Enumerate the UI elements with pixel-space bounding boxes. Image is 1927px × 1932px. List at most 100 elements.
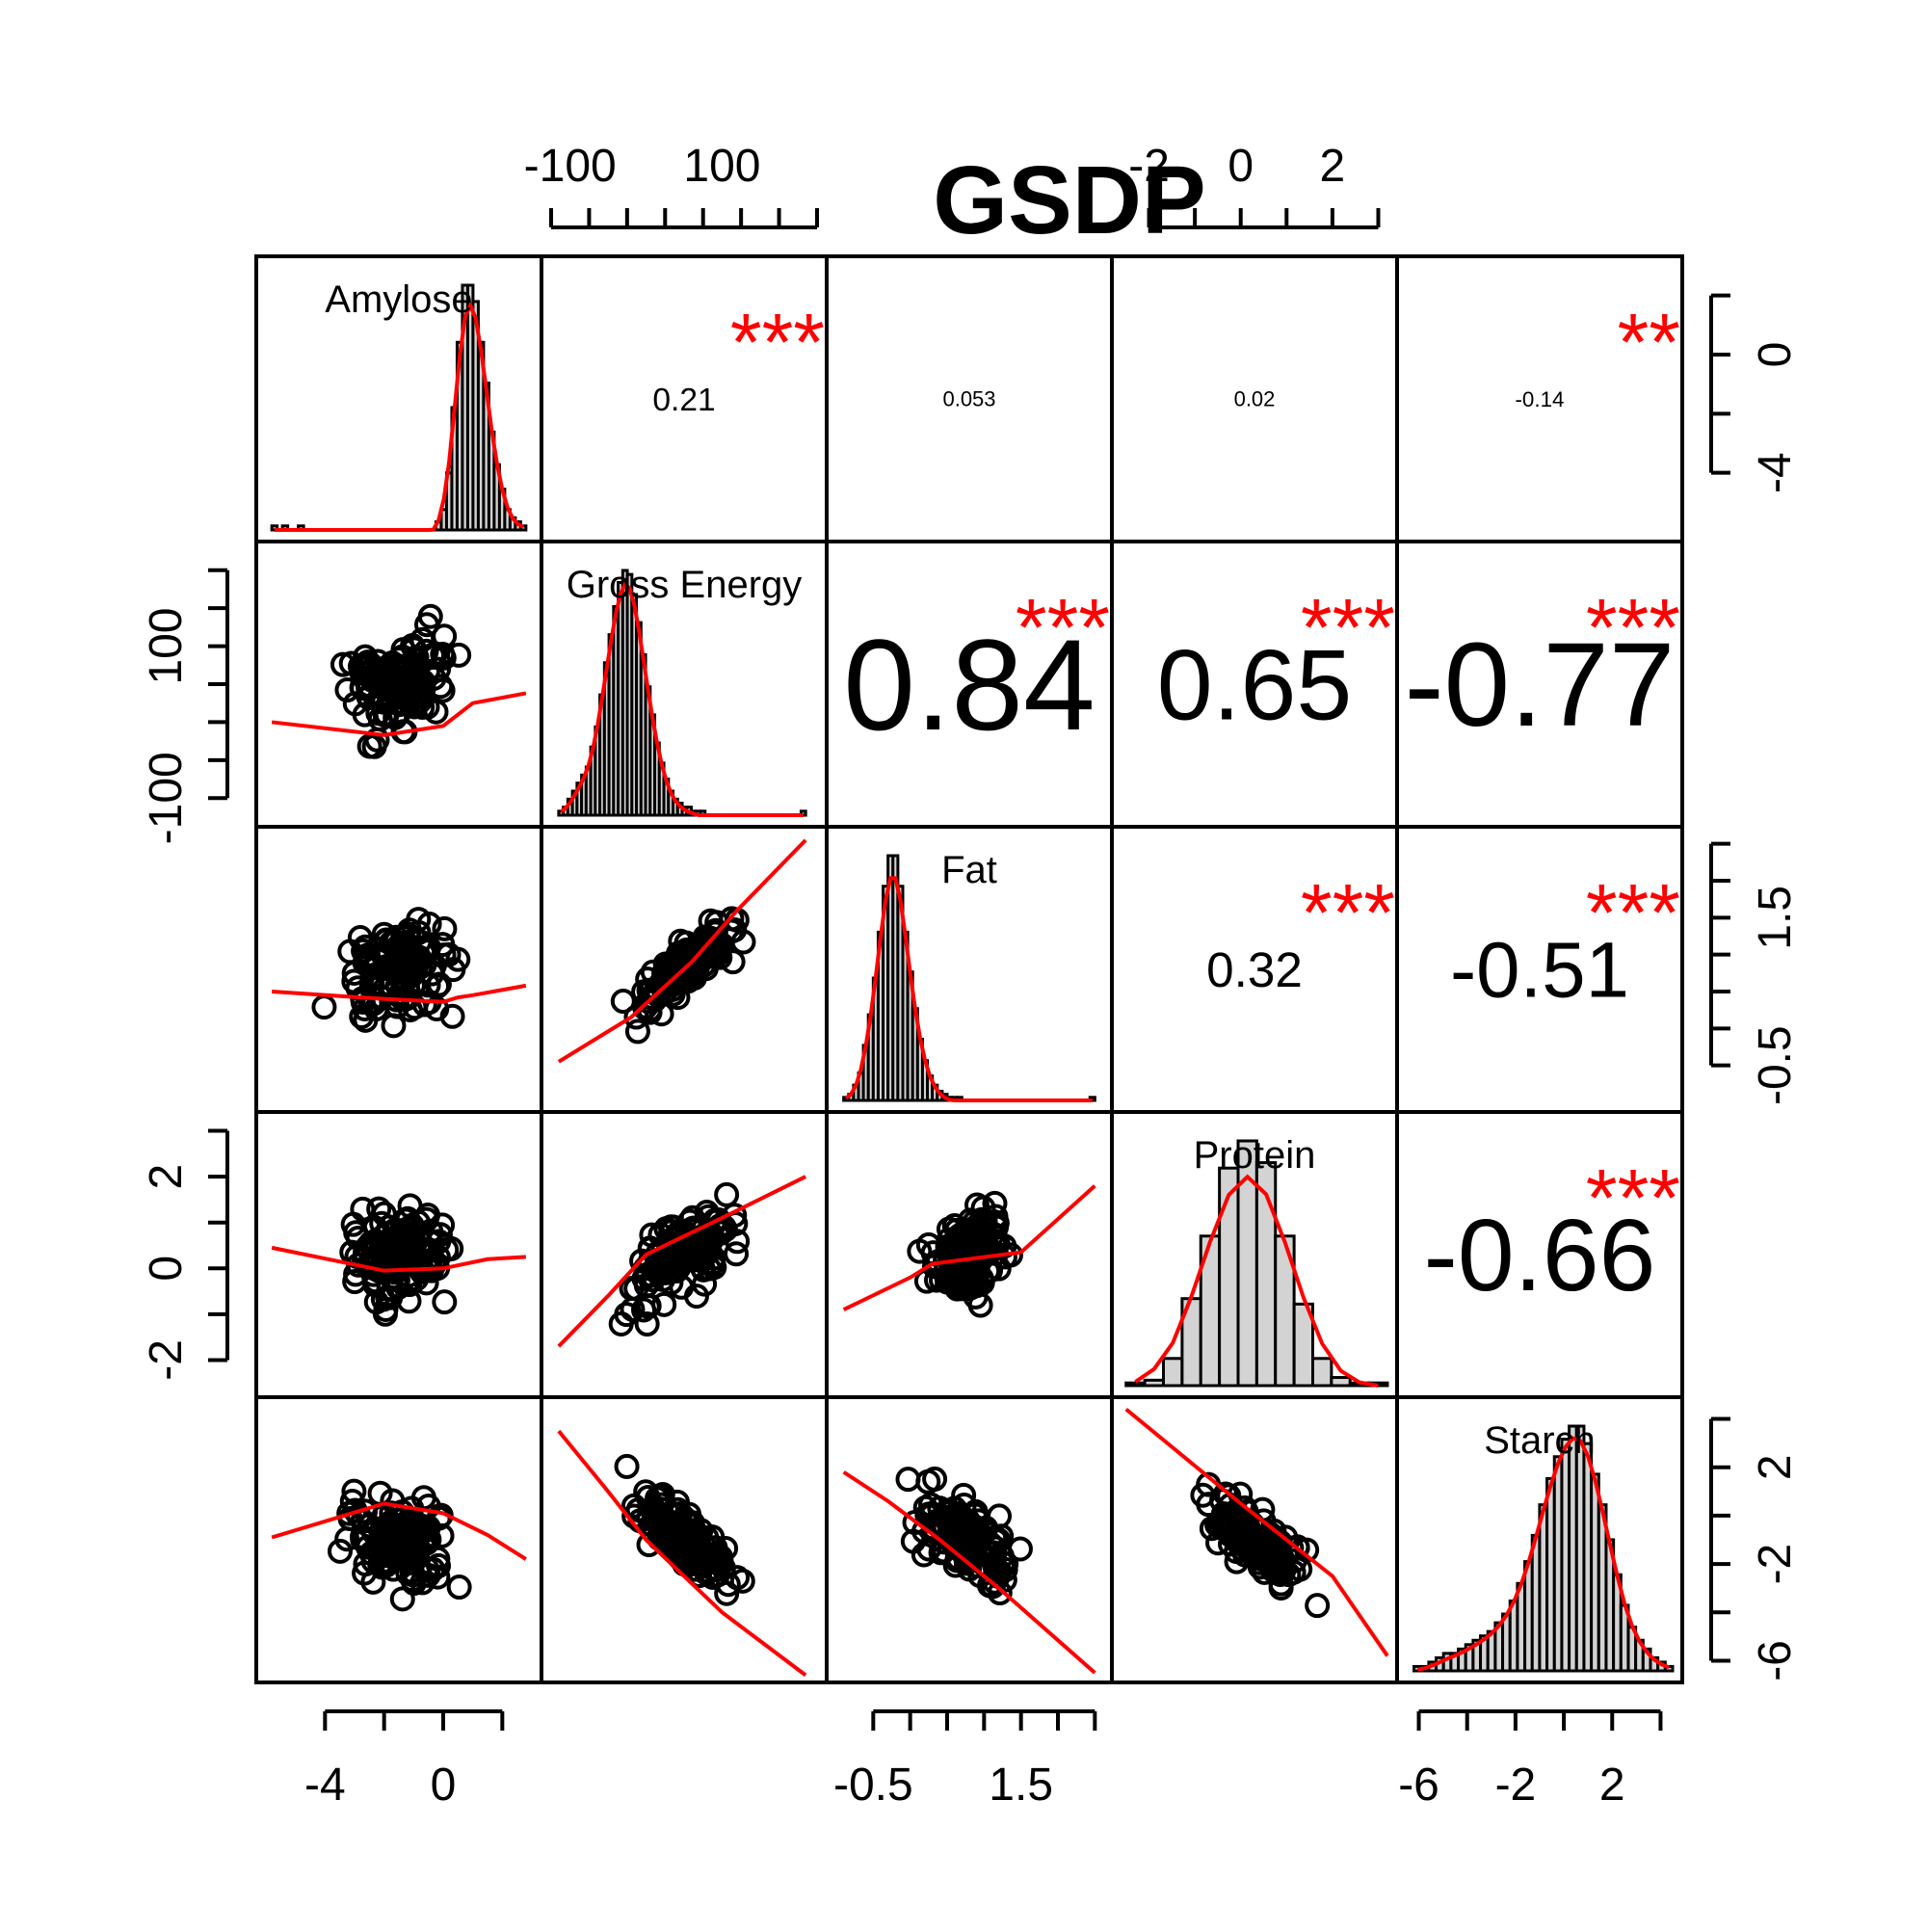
density-curve [1134,1174,1379,1388]
data-point [1258,1534,1284,1560]
histogram-amylose: Amylose [270,278,528,532]
data-point [1243,1538,1269,1564]
data-point [957,1548,983,1574]
tick-label: -0.5 [1750,1025,1801,1105]
data-point [686,1535,712,1561]
data-point [383,924,409,950]
histogram-bar [1124,1381,1147,1388]
left-axis-protein: -2 0 2 [141,1128,229,1381]
correlation-value: -0.66 [1424,1199,1656,1312]
tick-label: 0 [141,1256,192,1282]
data-point [385,1238,411,1264]
data-point [610,989,636,1015]
histogram-bar [1330,1376,1352,1388]
scatter-fat-protein [842,1184,1096,1318]
tick-label: -100 [524,141,617,192]
panels-layer: Amylose Gross Energy Fat Protein Starch 0.21 *… [254,254,1684,1684]
data-point [646,1260,672,1286]
data-point [952,1544,978,1570]
data-point [911,1542,937,1568]
right-axis-fat: 1.5 -0.5 [1709,841,1801,1105]
data-point [417,603,443,629]
data-point [341,1478,367,1504]
data-point [413,1270,439,1296]
variable-label: Fat [941,849,997,891]
histogram-starch: Starch [1412,1419,1675,1673]
data-point [401,1216,427,1242]
histogram-protein: Protein [1124,1134,1389,1388]
tick-label: -2 [1750,1544,1801,1585]
data-point [902,1510,928,1536]
data-point [445,946,471,972]
data-point [698,908,724,934]
top-axis-gross-energy: -100 100 [524,141,819,229]
tick-label: 0 [1750,342,1801,368]
data-point [673,1516,699,1542]
tick-label: 0 [1227,141,1254,192]
data-point [705,1206,731,1232]
smooth-line [557,1175,807,1348]
data-point [396,1288,422,1314]
tick-label: 100 [141,608,192,685]
tick-label: 0 [431,1760,457,1811]
data-point [386,647,412,673]
variable-label: Gross Energy [567,564,803,606]
data-point [917,1492,943,1518]
correlation-value: -0.77 [1405,619,1676,752]
data-point [665,985,691,1011]
tick-label: 1.5 [989,1760,1053,1811]
chart-title: GSDP [933,146,1205,254]
data-point [624,1019,650,1045]
data-point [432,623,458,649]
data-point [428,674,454,700]
data-point [378,1284,404,1310]
data-point [695,1233,721,1259]
correlation-value: 0.02 [1234,387,1276,411]
axes-layer: -100 100 -2 0 2-4 0 -0.5 1.5 -6 -2 2-100100-2020-4… [141,141,1801,1811]
data-point [666,940,692,966]
data-point [385,675,411,701]
scatter-amylose-gross-energy [271,603,527,759]
data-point [982,1540,1008,1566]
scatter-amylose-protein [271,1193,526,1327]
data-point [432,1289,458,1315]
data-point [357,950,383,976]
smooth-line [842,1184,1096,1311]
data-point [311,994,337,1020]
scatter-gross-energy-protein [557,1175,807,1348]
data-point [1252,1559,1278,1585]
data-point [724,1241,750,1267]
correlation-amylose-gross-energy: 0.21 *** [652,297,825,418]
significance-stars: *** [1301,582,1395,673]
data-point [402,994,428,1020]
scatter-gross-energy-starch [557,1429,807,1678]
data-point [383,658,409,684]
data-point [327,1538,353,1564]
data-point [631,1297,657,1323]
correlation-value: 0.84 [843,613,1095,757]
scatter-protein-starch [1124,1407,1389,1657]
data-point [406,907,432,933]
data-point [336,1500,362,1526]
significance-stars: *** [1586,867,1680,958]
data-point [360,1569,386,1595]
data-point [681,965,707,991]
data-point [963,1214,989,1240]
data-point [708,1548,734,1575]
data-point [967,1292,993,1318]
data-point [652,958,678,984]
correlation-value: -0.51 [1450,927,1629,1015]
data-point [987,1503,1013,1529]
smooth-line [272,983,527,1004]
left-axis-gross-energy: -100 100 [141,568,229,844]
data-point [334,1526,360,1552]
tick-label: 2 [1320,141,1346,192]
data-point [366,1539,392,1565]
data-point [363,945,389,971]
data-point [425,973,451,999]
data-point [720,949,746,975]
data-point [1204,1512,1230,1538]
right-axis-starch: 2 -2 -6 [1709,1416,1801,1681]
correlation-value: 0.21 [652,383,715,418]
